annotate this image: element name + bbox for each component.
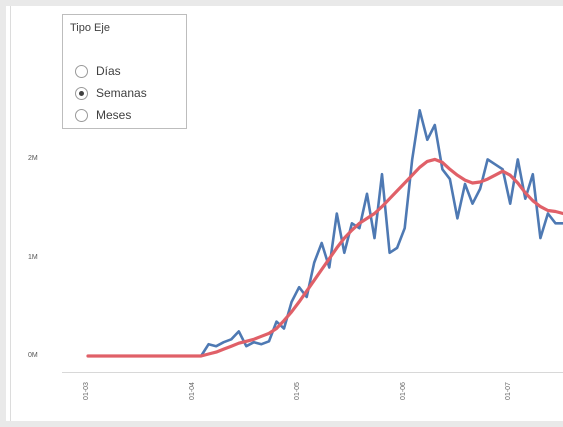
y-tick-label: 0M [28, 352, 38, 359]
x-axis-line [62, 372, 563, 373]
selector-title: Tipo Eje [70, 22, 110, 34]
option-meses-label: Meses [96, 108, 132, 122]
option-dias[interactable]: Días [75, 62, 121, 80]
x-tick-label: 01-03 [83, 382, 90, 400]
option-meses[interactable]: Meses [75, 106, 131, 124]
option-semanas[interactable]: Semanas [75, 84, 147, 102]
radio-semanas[interactable] [75, 86, 88, 100]
x-tick-label: 01-04 [188, 382, 196, 400]
left-divider [10, 6, 11, 421]
option-dias-label: Días [96, 64, 121, 78]
radio-dias[interactable] [75, 64, 88, 78]
option-semanas-label: Semanas [96, 86, 147, 100]
series-line-smooth [86, 157, 563, 358]
y-tick-label: 2M [28, 155, 38, 163]
axis-type-selector: Tipo Eje Días Semanas Meses [62, 14, 187, 129]
x-tick-label: 01-05 [294, 382, 302, 400]
radio-meses[interactable] [75, 108, 88, 122]
x-tick-label: 01-07 [505, 382, 513, 400]
series-line-daily [86, 109, 563, 358]
y-tick-label: 1M [28, 253, 38, 261]
x-tick-label: 01-06 [399, 382, 407, 400]
